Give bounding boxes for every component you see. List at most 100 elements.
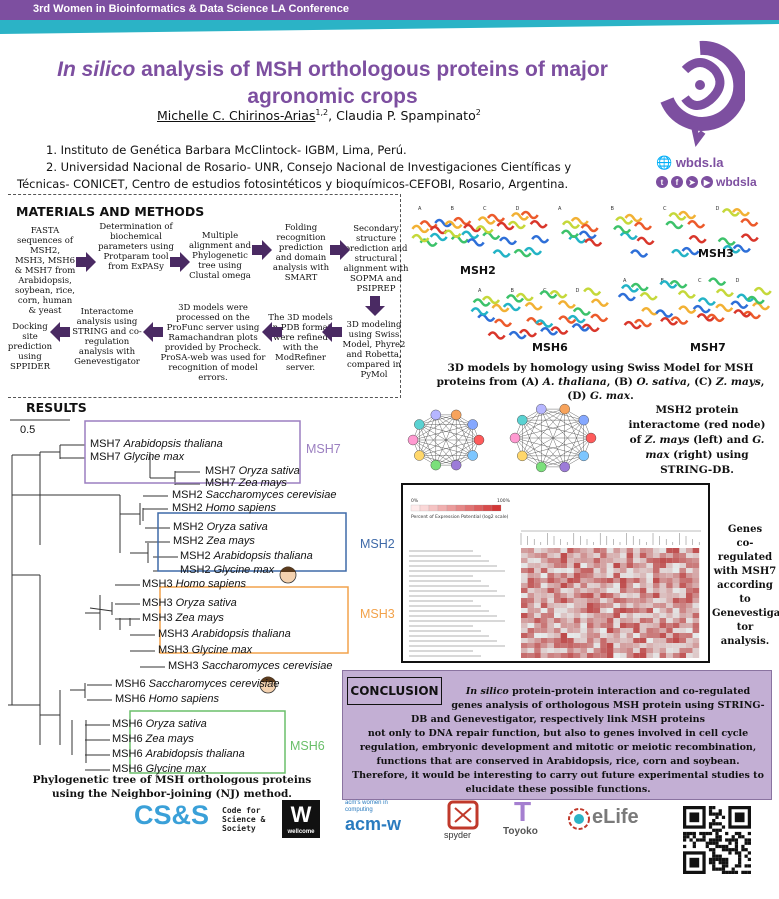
heatmap-cell xyxy=(692,643,700,648)
method-step: 3D models were processed on the ProFunc … xyxy=(160,303,266,383)
heatmap-cell xyxy=(659,648,667,653)
protein-ribbon xyxy=(706,313,725,323)
heatmap-cell xyxy=(692,583,700,588)
heatmap-cell xyxy=(540,583,548,588)
heatmap-cell xyxy=(666,553,673,558)
protein-ribbon xyxy=(733,309,752,318)
heatmap-cell xyxy=(686,628,693,633)
heatmap-cell xyxy=(606,613,614,618)
qr-module xyxy=(712,861,716,865)
protein-ribbon xyxy=(570,216,589,226)
protein-ribbon xyxy=(619,231,638,240)
protein-ribbon xyxy=(482,231,501,240)
heatmap-cell xyxy=(672,558,680,563)
qr-module xyxy=(731,835,735,839)
heatmap-cell xyxy=(560,653,568,658)
heatmap-cell xyxy=(600,653,607,658)
heatmap-cell xyxy=(679,653,686,658)
heatmap-cell xyxy=(593,618,601,623)
tree-leaf-label: MSH2 Oryza sativa xyxy=(173,521,268,533)
protein-ribbon xyxy=(634,318,653,328)
twitter-icon[interactable]: t xyxy=(656,176,668,188)
heatmap-cell xyxy=(633,633,640,638)
protein-ribbon xyxy=(411,224,430,234)
facebook-icon[interactable]: f xyxy=(671,176,683,188)
heatmap-cell xyxy=(613,623,620,628)
qr-module xyxy=(728,870,732,874)
heatmap-cell xyxy=(521,563,528,568)
heatmap-cell xyxy=(573,643,581,648)
heatmap-cell xyxy=(653,628,660,633)
heatmap-cell xyxy=(686,603,693,608)
telegram-icon[interactable]: ➤ xyxy=(686,176,698,188)
network-edge xyxy=(514,419,584,439)
heatmap-cell xyxy=(653,553,660,558)
heatmap-cell xyxy=(540,613,548,618)
heatmap-cell xyxy=(600,628,607,633)
heatmap-cell xyxy=(666,563,673,568)
heatmap-cell xyxy=(600,618,607,623)
heatmap-cell xyxy=(679,613,686,618)
protein-ribbon xyxy=(526,317,545,326)
heatmap-cell xyxy=(534,588,541,593)
network-node xyxy=(559,461,570,473)
heatmap-cell xyxy=(646,608,653,613)
heatmap-cell xyxy=(587,563,594,568)
heatmap-cell xyxy=(587,568,594,573)
protein-ribbon xyxy=(624,213,643,223)
heatmap-cell xyxy=(547,568,554,573)
protein-ribbon xyxy=(493,318,513,328)
qr-module xyxy=(738,854,742,858)
qr-module xyxy=(712,818,716,823)
heatmap-cell xyxy=(587,643,594,648)
heatmap-cell xyxy=(679,568,686,573)
heatmap-cell xyxy=(679,593,686,598)
banner-accent-stripe xyxy=(0,20,779,34)
species-name: Saccharomyces cerevisiae xyxy=(205,489,337,501)
network-edge xyxy=(564,409,584,456)
heatmap-cell xyxy=(620,608,627,613)
species-name: Oryza sativa xyxy=(175,597,237,609)
heatmap-cell xyxy=(626,593,634,598)
qr-module xyxy=(718,844,722,849)
qr-module xyxy=(712,841,716,845)
heatmap-cell xyxy=(587,588,594,593)
heatmap-cell xyxy=(527,648,535,653)
heatmap-cell xyxy=(633,618,640,623)
heatmap-cell xyxy=(639,588,647,593)
heatmap-cell xyxy=(613,553,620,558)
protein-ribbon xyxy=(515,292,534,302)
protein-ribbon xyxy=(677,290,696,299)
heatmap-cell xyxy=(686,643,693,648)
youtube-icon[interactable]: ▶ xyxy=(701,176,713,188)
network-edge xyxy=(456,414,473,456)
qr-module xyxy=(747,831,751,836)
heatmap-cell xyxy=(554,578,561,583)
heatmap-cell xyxy=(692,558,700,563)
gene-name: MSH6 xyxy=(112,763,146,775)
protein-ribbon xyxy=(590,298,609,307)
heatmap-cell xyxy=(672,633,680,638)
gene-name: MSH3 xyxy=(158,628,192,640)
heatmap-cell xyxy=(613,593,620,598)
heatmap-cell xyxy=(646,623,653,628)
heatmap-cell xyxy=(672,563,680,568)
heatmap-cell xyxy=(686,573,693,578)
protein-ribbon xyxy=(531,235,550,244)
heatmap-cell xyxy=(567,593,574,598)
heatmap-cell xyxy=(560,628,568,633)
qr-module xyxy=(721,844,726,849)
heatmap-scale-swatch xyxy=(446,504,457,512)
qr-code[interactable] xyxy=(683,806,751,888)
panel-letter: C xyxy=(663,206,667,212)
heatmap-cell xyxy=(540,623,548,628)
spyder-icon xyxy=(447,800,479,830)
wbds-website[interactable]: 🌐 wbds.la xyxy=(656,155,724,170)
heatmap-cell xyxy=(547,603,554,608)
heatmap-cell xyxy=(659,573,667,578)
heatmap-cell xyxy=(521,548,528,553)
heatmap-cell xyxy=(633,568,640,573)
heatmap-cell xyxy=(587,553,594,558)
acm-w-logo: acm-w xyxy=(345,814,402,834)
protein-ribbon xyxy=(742,310,761,320)
